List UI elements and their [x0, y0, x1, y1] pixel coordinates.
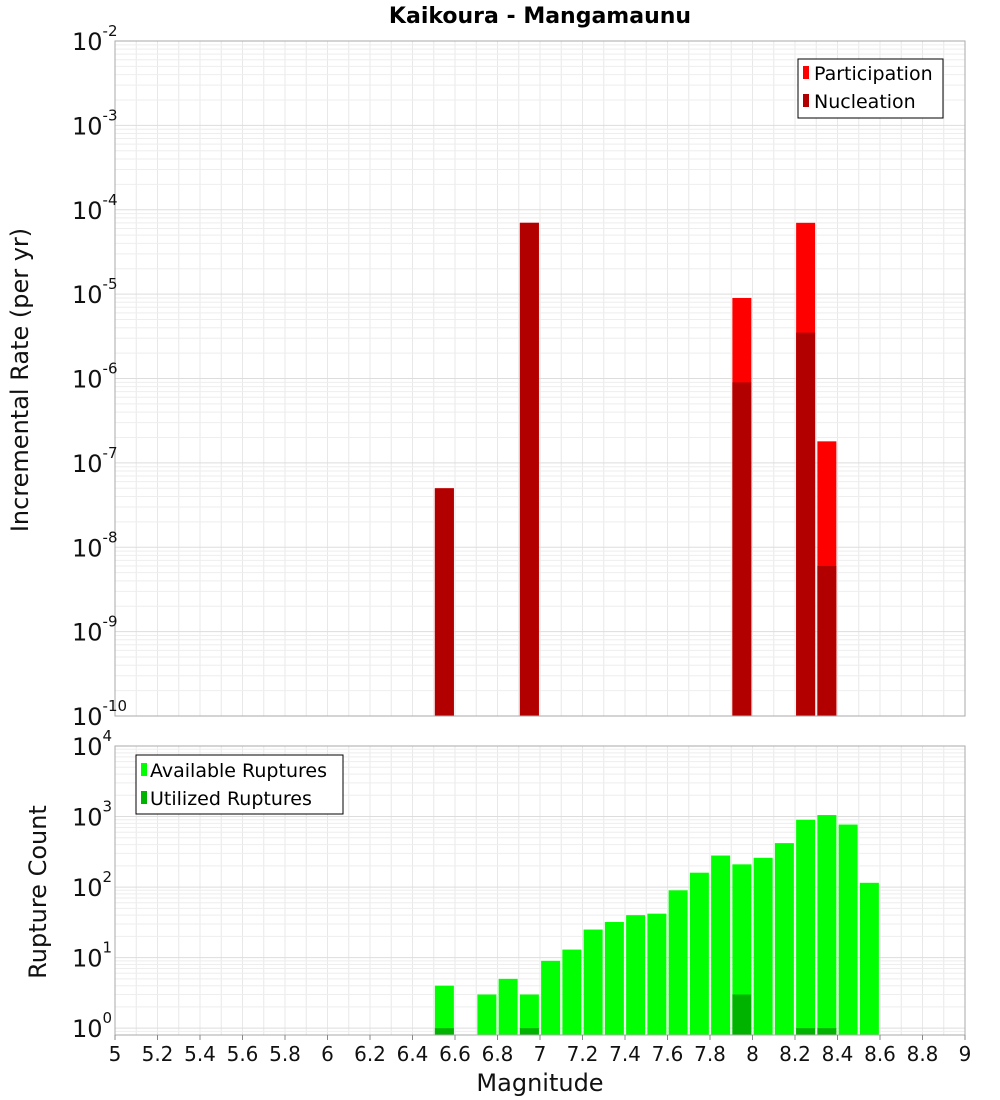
utilized-ruptures-bar	[519, 1028, 539, 1035]
x-tick-label: 6.8	[482, 1042, 514, 1066]
rate-y-tick-label: 10-2	[72, 22, 118, 56]
count-y-tick-label: 100	[72, 1009, 112, 1043]
available-legend-swatch	[141, 763, 147, 776]
nucleation-legend-swatch	[803, 94, 809, 107]
available-ruptures-bar	[689, 872, 709, 1035]
x-axis-label: Magnitude	[476, 1069, 603, 1097]
available-ruptures-bar	[859, 882, 879, 1035]
rate-plot-frame	[114, 40, 966, 717]
x-tick-label: 8.6	[864, 1042, 896, 1066]
available-ruptures-bar	[817, 815, 837, 1035]
count-y-tick-label: 101	[72, 939, 112, 973]
x-tick-label: 8.2	[779, 1042, 811, 1066]
available-ruptures-bar	[732, 864, 752, 1035]
nucleation-legend-label: Nucleation	[814, 91, 916, 113]
x-tick-label: 5.8	[269, 1042, 301, 1066]
nucleation-bar	[519, 222, 539, 716]
count-y-tick-label: 103	[72, 798, 112, 832]
magnitude-x-ticks: 5 5.2 5.4 5.6 5.8 6 6.2 6.4 6.6 6.8 7 7.2 7.4 7.6 7.8 8…	[109, 1035, 972, 1066]
participation-legend-swatch	[803, 66, 809, 79]
rate-y-tick-label: 10-7	[72, 444, 118, 478]
rate-y-tick-label: 10-5	[72, 275, 118, 309]
x-tick-label: 8	[746, 1042, 759, 1066]
x-tick-label: 5.2	[142, 1042, 174, 1066]
x-tick-label: 5.4	[184, 1042, 216, 1066]
count-y-axis-label: Rupture Count	[24, 805, 52, 979]
available-ruptures-bar	[562, 949, 582, 1035]
count-bars	[434, 815, 879, 1035]
utilized-ruptures-bar	[817, 1028, 837, 1035]
available-ruptures-bar	[604, 921, 624, 1035]
available-ruptures-bar	[753, 857, 773, 1035]
available-ruptures-bar	[711, 855, 731, 1035]
available-ruptures-bar	[774, 843, 794, 1035]
rate-y-tick-label: 10-6	[72, 360, 118, 394]
participation-legend-label: Participation	[814, 63, 933, 85]
available-ruptures-bar	[668, 890, 688, 1035]
available-ruptures-bar	[583, 929, 603, 1035]
x-tick-label: 6.2	[354, 1042, 386, 1066]
available-ruptures-bar	[838, 824, 858, 1035]
rate-y-tick-label: 10-10	[72, 697, 127, 731]
count-legend: Available Ruptures Utilized Ruptures	[135, 754, 344, 815]
nucleation-bar	[434, 488, 454, 716]
rate-y-ticks: 10-10 10-9 10-8 10-7 10-6 10-5 10-4 10-3 10-2	[72, 22, 127, 731]
utilized-ruptures-bar	[434, 1028, 454, 1035]
x-tick-label: 5.6	[227, 1042, 259, 1066]
x-tick-label: 6	[321, 1042, 334, 1066]
x-tick-label: 7	[534, 1042, 547, 1066]
count-y-ticks: 100 101 102 103 104	[72, 727, 112, 1043]
available-ruptures-bar	[434, 985, 454, 1035]
rate-y-axis-label: Incremental Rate (per yr)	[6, 228, 34, 532]
utilized-legend-label: Utilized Ruptures	[150, 788, 312, 810]
available-ruptures-bar	[519, 994, 539, 1035]
x-tick-label: 6.4	[397, 1042, 429, 1066]
nucleation-bar	[817, 565, 837, 716]
x-tick-label: 7.2	[567, 1042, 599, 1066]
utilized-legend-swatch	[141, 791, 147, 804]
available-ruptures-bar	[647, 913, 667, 1035]
x-tick-label: 8.8	[907, 1042, 939, 1066]
rate-grid	[114, 41, 966, 717]
available-ruptures-bar	[626, 915, 646, 1035]
rate-y-tick-label: 10-3	[72, 106, 118, 140]
rate-y-tick-label: 10-9	[72, 613, 118, 647]
available-ruptures-bar	[498, 978, 518, 1035]
count-y-tick-label: 102	[72, 868, 112, 902]
x-tick-label: 5	[109, 1042, 122, 1066]
utilized-ruptures-bar	[796, 1028, 816, 1035]
nucleation-bar	[732, 382, 752, 716]
rate-y-tick-label: 10-4	[72, 191, 118, 225]
available-ruptures-bar	[541, 960, 561, 1035]
count-panel: 100 101 102 103 104 5 5.2 5.4 5.6 5.8 6 6.2 6.4 6.6 6…	[24, 727, 971, 1097]
x-tick-label: 7.4	[609, 1042, 641, 1066]
rate-legend: Participation Nucleation	[797, 58, 944, 119]
available-legend-label: Available Ruptures	[150, 760, 327, 782]
count-legend-box	[135, 754, 344, 815]
rate-y-tick-label: 10-8	[72, 528, 118, 562]
rate-panel: 10-10 10-9 10-8 10-7 10-6 10-5 10-4 10-3 10-2 In…	[6, 22, 966, 731]
x-tick-label: 8.4	[822, 1042, 854, 1066]
available-ruptures-bar	[796, 819, 816, 1035]
utilized-ruptures-bar	[732, 994, 752, 1035]
x-tick-label: 6.6	[439, 1042, 471, 1066]
nucleation-bar	[796, 332, 816, 716]
count-y-tick-label: 104	[72, 727, 112, 761]
rate-bars	[434, 222, 837, 716]
x-tick-label: 7.8	[694, 1042, 726, 1066]
chart-title: Kaikoura - Mangamaunu	[389, 4, 691, 29]
x-tick-label: 7.6	[652, 1042, 684, 1066]
rate-legend-box	[797, 58, 944, 119]
available-ruptures-bar	[477, 994, 497, 1035]
x-tick-label: 9	[959, 1042, 972, 1066]
